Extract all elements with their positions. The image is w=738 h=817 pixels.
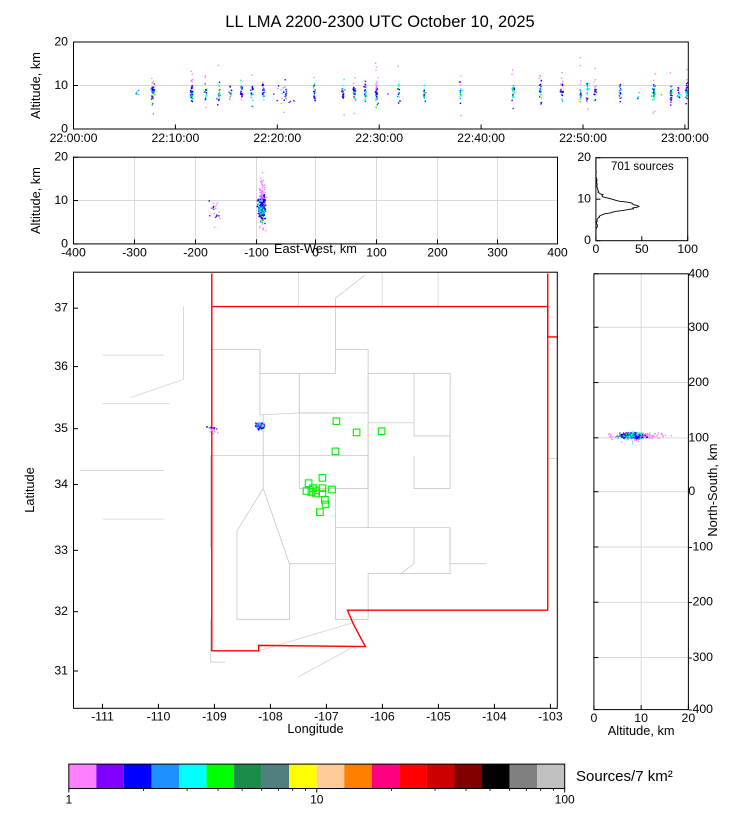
svg-text:35: 35 <box>54 421 68 435</box>
svg-text:Latitude: Latitude <box>22 467 37 513</box>
svg-text:10: 10 <box>310 793 324 807</box>
svg-text:-200: -200 <box>688 595 713 609</box>
svg-text:300: 300 <box>487 246 508 260</box>
svg-text:10: 10 <box>54 193 68 207</box>
svg-text:North-South, km: North-South, km <box>705 443 720 536</box>
svg-text:0: 0 <box>592 242 599 256</box>
svg-text:0: 0 <box>584 233 591 247</box>
svg-text:-108: -108 <box>258 710 283 724</box>
svg-text:100: 100 <box>688 430 709 444</box>
svg-text:1: 1 <box>65 793 72 807</box>
svg-text:10: 10 <box>577 192 591 206</box>
svg-text:22:50:00: 22:50:00 <box>559 131 607 145</box>
svg-text:LL LMA 2200-2300 UTC October 1: LL LMA 2200-2300 UTC October 10, 2025 <box>225 13 534 31</box>
svg-text:100: 100 <box>677 242 698 256</box>
svg-text:-300: -300 <box>688 650 713 664</box>
svg-text:36: 36 <box>54 359 68 373</box>
svg-text:22:40:00: 22:40:00 <box>457 131 505 145</box>
svg-text:22:00:00: 22:00:00 <box>50 131 98 145</box>
svg-text:-104: -104 <box>482 710 507 724</box>
svg-text:22:30:00: 22:30:00 <box>355 131 403 145</box>
svg-text:20: 20 <box>682 711 696 725</box>
svg-text:-105: -105 <box>426 710 451 724</box>
svg-text:10: 10 <box>54 78 68 92</box>
svg-text:300: 300 <box>688 320 709 334</box>
svg-text:23:00:00: 23:00:00 <box>661 131 709 145</box>
svg-text:-103: -103 <box>538 710 563 724</box>
svg-text:32: 32 <box>54 604 68 618</box>
svg-text:Longitude: Longitude <box>287 721 343 736</box>
svg-text:20: 20 <box>577 150 591 164</box>
svg-text:50: 50 <box>635 242 649 256</box>
svg-text:200: 200 <box>688 375 709 389</box>
svg-text:34: 34 <box>54 477 68 491</box>
svg-text:-100: -100 <box>244 246 269 260</box>
svg-text:33: 33 <box>54 543 68 557</box>
svg-text:22:10:00: 22:10:00 <box>151 131 199 145</box>
svg-text:-300: -300 <box>122 246 147 260</box>
svg-text:37: 37 <box>54 301 68 315</box>
svg-text:Altitude, km: Altitude, km <box>608 723 675 738</box>
svg-text:100: 100 <box>555 793 575 807</box>
svg-text:200: 200 <box>427 246 448 260</box>
svg-text:-400: -400 <box>61 246 86 260</box>
svg-text:East-West, km: East-West, km <box>274 241 357 256</box>
svg-text:20: 20 <box>54 35 68 49</box>
svg-text:0: 0 <box>688 484 695 498</box>
svg-text:31: 31 <box>54 664 68 678</box>
svg-text:20: 20 <box>54 150 68 164</box>
svg-text:22:20:00: 22:20:00 <box>253 131 301 145</box>
svg-text:701 sources: 701 sources <box>611 161 674 173</box>
svg-text:Altitude, km: Altitude, km <box>28 52 43 119</box>
svg-text:400: 400 <box>547 246 568 260</box>
svg-text:-200: -200 <box>183 246 208 260</box>
svg-text:100: 100 <box>366 246 387 260</box>
svg-text:Altitude, km: Altitude, km <box>28 167 43 234</box>
svg-text:-110: -110 <box>147 710 171 724</box>
svg-text:-106: -106 <box>370 710 395 724</box>
svg-text:400: 400 <box>688 266 709 280</box>
svg-text:Sources/7 km²: Sources/7 km² <box>576 768 673 785</box>
svg-text:-100: -100 <box>688 540 713 554</box>
svg-text:0: 0 <box>590 711 597 725</box>
svg-text:-111: -111 <box>91 710 114 724</box>
svg-text:-109: -109 <box>202 710 227 724</box>
